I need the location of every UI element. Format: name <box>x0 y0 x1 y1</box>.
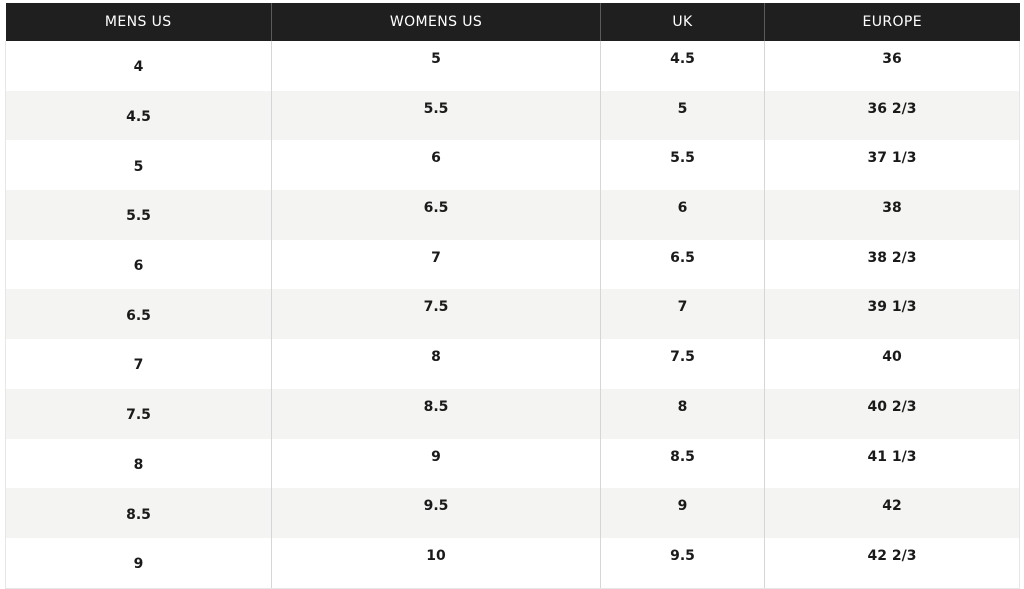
table-row: 7 8 7.5 40 <box>5 339 1020 389</box>
cell-europe: 36 2/3 <box>764 90 1020 141</box>
table-row: 4 5 4.5 36 <box>5 41 1020 91</box>
cell-womens-us: 7 <box>271 239 601 290</box>
cell-europe: 38 2/3 <box>764 239 1020 290</box>
cell-uk: 5 <box>600 90 765 141</box>
cell-mens-us: 4 <box>5 41 272 91</box>
table-row: 9 10 9.5 42 2/3 <box>5 537 1020 589</box>
cell-womens-us: 5 <box>271 41 601 91</box>
table-header: MENS US WOMENS US UK EUROPE <box>5 3 1020 41</box>
cell-womens-us: 9.5 <box>271 488 601 538</box>
header-row: MENS US WOMENS US UK EUROPE <box>5 3 1020 41</box>
cell-womens-us: 9 <box>271 438 601 489</box>
cell-womens-us: 8.5 <box>271 388 601 439</box>
cell-mens-us: 5 <box>5 140 272 191</box>
table-row: 5.5 6.5 6 38 <box>5 190 1020 240</box>
cell-uk: 6.5 <box>600 239 765 290</box>
cell-womens-us: 6.5 <box>271 190 601 240</box>
cell-europe: 42 <box>764 488 1020 538</box>
header-womens-us: WOMENS US <box>271 3 601 41</box>
cell-europe: 38 <box>764 190 1020 240</box>
table-body: 4 5 4.5 36 4.5 5.5 5 36 2/3 5 6 5.5 37 1… <box>5 41 1020 589</box>
cell-uk: 8 <box>600 388 765 439</box>
cell-mens-us: 7.5 <box>5 388 272 439</box>
table-row: 8.5 9.5 9 42 <box>5 488 1020 538</box>
cell-mens-us: 7 <box>5 339 272 389</box>
cell-uk: 9.5 <box>600 537 765 589</box>
header-europe: EUROPE <box>764 3 1020 41</box>
table-row: 7.5 8.5 8 40 2/3 <box>5 388 1020 439</box>
cell-womens-us: 7.5 <box>271 289 601 340</box>
cell-womens-us: 8 <box>271 339 601 389</box>
cell-womens-us: 10 <box>271 537 601 589</box>
cell-womens-us: 6 <box>271 140 601 191</box>
cell-europe: 40 <box>764 339 1020 389</box>
cell-europe: 39 1/3 <box>764 289 1020 340</box>
table-row: 5 6 5.5 37 1/3 <box>5 140 1020 191</box>
table-row: 6 7 6.5 38 2/3 <box>5 239 1020 290</box>
cell-uk: 9 <box>600 488 765 538</box>
cell-uk: 4.5 <box>600 41 765 91</box>
cell-europe: 42 2/3 <box>764 537 1020 589</box>
cell-europe: 40 2/3 <box>764 388 1020 439</box>
cell-mens-us: 9 <box>5 537 272 589</box>
cell-europe: 37 1/3 <box>764 140 1020 191</box>
table-row: 6.5 7.5 7 39 1/3 <box>5 289 1020 340</box>
cell-uk: 7.5 <box>600 339 765 389</box>
cell-mens-us: 6 <box>5 239 272 290</box>
cell-mens-us: 4.5 <box>5 90 272 141</box>
cell-uk: 6 <box>600 190 765 240</box>
cell-mens-us: 5.5 <box>5 190 272 240</box>
header-uk: UK <box>600 3 765 41</box>
cell-uk: 5.5 <box>600 140 765 191</box>
table-row: 8 9 8.5 41 1/3 <box>5 438 1020 489</box>
cell-womens-us: 5.5 <box>271 90 601 141</box>
cell-mens-us: 8 <box>5 438 272 489</box>
table-row: 4.5 5.5 5 36 2/3 <box>5 90 1020 141</box>
cell-mens-us: 8.5 <box>5 488 272 538</box>
cell-uk: 7 <box>600 289 765 340</box>
cell-europe: 36 <box>764 41 1020 91</box>
cell-europe: 41 1/3 <box>764 438 1020 489</box>
header-mens-us: MENS US <box>5 3 272 41</box>
cell-mens-us: 6.5 <box>5 289 272 340</box>
cell-uk: 8.5 <box>600 438 765 489</box>
size-conversion-table: MENS US WOMENS US UK EUROPE 4 5 4.5 36 4… <box>5 3 1020 589</box>
